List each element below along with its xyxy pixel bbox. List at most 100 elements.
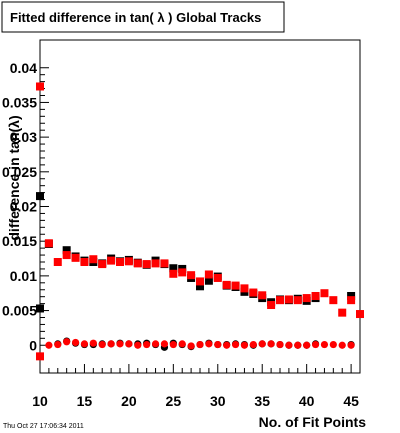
data-point bbox=[124, 257, 133, 266]
data-point bbox=[178, 268, 187, 277]
data-point bbox=[151, 340, 160, 348]
data-point bbox=[338, 341, 346, 349]
data-point bbox=[80, 340, 89, 348]
data-point bbox=[142, 260, 151, 269]
data-point bbox=[223, 341, 231, 349]
x-tick-label: 15 bbox=[77, 393, 93, 409]
data-point bbox=[44, 239, 53, 248]
data-point bbox=[204, 276, 213, 285]
data-point bbox=[329, 340, 337, 349]
data-point bbox=[196, 340, 204, 349]
x-tick-label: 40 bbox=[299, 393, 315, 409]
data-point bbox=[98, 260, 107, 269]
data-point bbox=[347, 341, 355, 349]
data-point bbox=[63, 338, 71, 346]
data-point bbox=[160, 259, 169, 268]
x-tick-label: 45 bbox=[343, 393, 359, 409]
x-tick-label: 10 bbox=[32, 393, 48, 409]
data-point bbox=[187, 271, 196, 280]
data-point bbox=[284, 295, 293, 304]
data-point bbox=[71, 338, 80, 347]
data-point bbox=[89, 339, 97, 347]
data-point bbox=[320, 289, 329, 298]
data-point bbox=[169, 340, 177, 349]
data-point bbox=[258, 340, 266, 348]
data-point bbox=[196, 277, 204, 286]
y-tick-label: 0 bbox=[29, 337, 37, 353]
x-tick-label: 35 bbox=[254, 393, 270, 409]
data-point bbox=[71, 253, 80, 262]
data-point bbox=[347, 296, 356, 305]
y-tick-label: 0.025 bbox=[2, 164, 37, 180]
y-axis: 0 0.005 0.01 0.015 0.02 0.025 0.03 0.035 0.04 bbox=[2, 60, 49, 353]
y-tick-label: 0.035 bbox=[2, 94, 37, 110]
y-axis-label: difference in tan(λ) bbox=[6, 115, 22, 240]
data-point bbox=[303, 341, 311, 349]
data-point bbox=[53, 258, 62, 266]
x-axis-label: No. of Fit Points bbox=[259, 414, 367, 430]
data-point bbox=[36, 304, 44, 313]
chart-title: Fitted difference in tan( λ ) Global Tra… bbox=[10, 10, 261, 25]
data-point bbox=[267, 301, 276, 310]
data-point bbox=[107, 256, 116, 265]
data-point bbox=[267, 340, 275, 348]
data-point bbox=[347, 291, 356, 300]
data-point bbox=[205, 340, 213, 348]
x-axis: 10 15 20 25 30 35 40 45 bbox=[32, 364, 361, 409]
data-point bbox=[178, 340, 186, 348]
y-tick-label: 0.02 bbox=[10, 199, 37, 215]
data-point bbox=[249, 288, 258, 297]
x-tick-label: 25 bbox=[166, 393, 182, 409]
data-point bbox=[293, 296, 302, 305]
data-point bbox=[187, 342, 195, 350]
data-point bbox=[214, 340, 222, 349]
data-point bbox=[249, 340, 257, 349]
data-point bbox=[285, 341, 293, 349]
data-point bbox=[276, 296, 284, 305]
data-markers bbox=[36, 82, 364, 361]
data-point bbox=[213, 273, 222, 282]
data-point bbox=[294, 341, 302, 349]
data-point bbox=[276, 340, 284, 349]
data-point bbox=[169, 269, 178, 278]
data-point bbox=[125, 340, 133, 348]
data-point bbox=[54, 340, 62, 349]
data-point bbox=[36, 352, 44, 361]
data-point bbox=[134, 341, 142, 349]
y-tick-label: 0.01 bbox=[10, 268, 37, 284]
data-point bbox=[302, 294, 311, 303]
y-tick-label: 0.005 bbox=[2, 303, 37, 319]
title-box bbox=[1, 1, 285, 33]
data-point bbox=[98, 340, 106, 349]
data-point bbox=[116, 258, 124, 266]
x-tick-label: 20 bbox=[121, 393, 137, 409]
data-point bbox=[240, 284, 249, 293]
data-point bbox=[151, 259, 160, 268]
data-point bbox=[45, 341, 53, 349]
data-point bbox=[62, 246, 71, 255]
timestamp: Thu Oct 27 17:06:34 2011 bbox=[3, 423, 84, 430]
data-point bbox=[329, 296, 338, 305]
data-point bbox=[169, 264, 178, 273]
data-point bbox=[160, 340, 169, 348]
data-point bbox=[240, 341, 249, 349]
x-tick-label: 30 bbox=[210, 393, 226, 409]
data-point bbox=[89, 255, 98, 264]
data-point bbox=[196, 282, 204, 291]
data-point bbox=[116, 340, 124, 348]
data-point bbox=[36, 192, 44, 201]
y-tick-label: 0.03 bbox=[10, 129, 37, 145]
data-point bbox=[320, 340, 329, 349]
data-point bbox=[338, 308, 347, 317]
data-point bbox=[231, 340, 240, 349]
data-point bbox=[356, 310, 364, 319]
y-tick-label: 0.015 bbox=[2, 233, 37, 249]
data-point bbox=[204, 270, 213, 279]
plot-frame bbox=[39, 39, 361, 374]
data-point bbox=[107, 340, 115, 348]
data-point bbox=[143, 340, 151, 349]
y-tick-label: 0.04 bbox=[10, 60, 37, 76]
data-point bbox=[36, 82, 44, 91]
data-point bbox=[311, 340, 320, 349]
